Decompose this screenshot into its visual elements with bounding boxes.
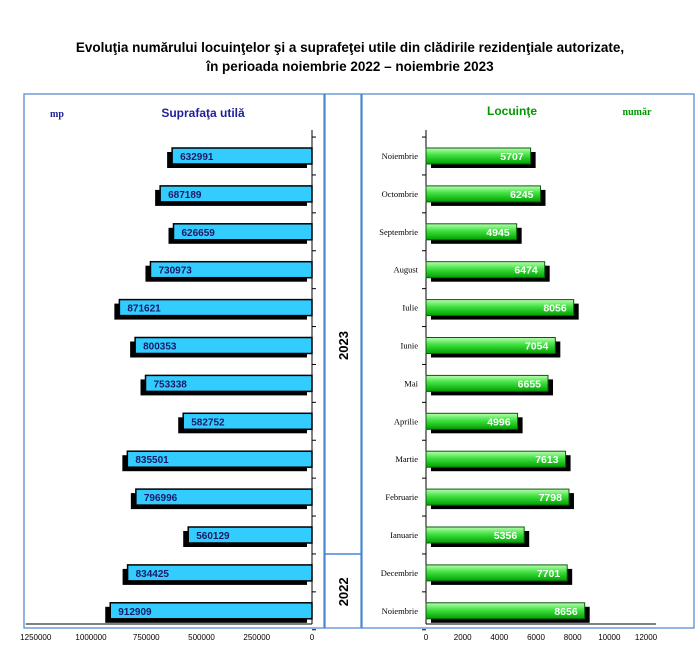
year-label: 2023 [336, 331, 351, 360]
area-panel-frame [23, 93, 325, 629]
area-bar [171, 147, 313, 165]
dwellings-category-label: Octombrie [382, 189, 419, 199]
dwellings-bar [425, 450, 567, 468]
dwellings-category-label: Noiembrie [382, 151, 419, 161]
dwellings-bar-value-label: 7054 [525, 341, 549, 353]
dwellings-category-label: Aprilie [394, 416, 418, 426]
dwellings-category-label: August [393, 265, 418, 275]
area-unit-label: mp [50, 109, 64, 120]
dwellings-bar-value-label: 7798 [539, 492, 563, 504]
dwellings-bar-value-label: 6474 [514, 265, 538, 277]
area-bar [144, 374, 313, 393]
area-bar-value-label: 626659 [182, 228, 216, 239]
dwellings-chart-panel: Locuinţe număr 0 2000 4000 6000 8000 10000 12000… [379, 104, 657, 642]
dwellings-category-label: Mai [404, 378, 418, 388]
dwellings-bar [425, 223, 518, 241]
area-bar [126, 564, 313, 582]
dwellings-bar [425, 564, 568, 582]
dwellings-category-label: Iunie [401, 341, 419, 351]
dwellings-category-label: Noiembrie [382, 606, 419, 616]
dwellings-bar [425, 374, 549, 392]
area-bar-value-label: 834425 [136, 569, 170, 580]
dwellings-bar [425, 412, 519, 430]
dwellings-bar [425, 337, 556, 354]
area-bar-value-label: 582752 [191, 417, 225, 428]
area-bar [126, 450, 313, 468]
area-bar-value-label: 632991 [180, 152, 214, 163]
dwellings-x-tick-label: 0 [424, 633, 429, 642]
dwellings-bar [425, 488, 570, 506]
dwellings-chart-title: Locuinţe [487, 104, 537, 118]
year-column: 2023 2022 [325, 331, 361, 606]
dwellings-category-label: Septembrie [379, 227, 418, 237]
dwellings-bar-value-label: 4996 [487, 416, 511, 428]
dwellings-bar-value-label: 8056 [543, 303, 567, 315]
year-panel-frame [324, 93, 362, 629]
area-bar-value-label: 871621 [127, 304, 161, 315]
dwellings-category-label: Februarie [385, 492, 418, 502]
area-bar [109, 602, 313, 620]
area-bar-value-label: 800353 [143, 342, 177, 353]
area-bar-value-label: 687189 [168, 190, 202, 201]
area-chart-panel: mp Suprafaţa utilă 1250000 1000000 750000 500… [20, 106, 316, 642]
dwellings-bar-value-label: 5356 [494, 530, 518, 542]
area-x-tick-label: 500000 [188, 633, 215, 642]
dwellings-bar [425, 147, 532, 165]
panel-frames [23, 93, 695, 629]
dwellings-bar [425, 185, 541, 203]
dwellings-bar-value-label: 7701 [537, 568, 561, 580]
dwellings-x-tick-label: 2000 [454, 633, 472, 642]
area-bar [159, 185, 313, 203]
dwellings-bar-value-label: 4945 [486, 227, 510, 239]
dwellings-bar-value-label: 7613 [535, 454, 559, 466]
dwellings-bar [425, 261, 546, 279]
dwellings-x-tick-label: 8000 [564, 633, 582, 642]
area-bar [118, 298, 313, 317]
area-bar-value-label: 730973 [158, 266, 192, 277]
chart-title: Evoluţia numărului locuinţelor şi a supr… [0, 38, 700, 76]
dwellings-x-tick-label: 6000 [527, 633, 545, 642]
area-bar-value-label: 796996 [144, 493, 178, 504]
area-bar-value-label: 835501 [135, 455, 169, 466]
area-x-tick-label: 1250000 [20, 633, 52, 642]
chart-title-line-1: Evoluţia numărului locuinţelor şi a supr… [75, 40, 625, 55]
year-label: 2022 [336, 577, 351, 606]
area-x-tick-label: 250000 [243, 633, 270, 642]
dwellings-x-tick-label: 12000 [635, 633, 658, 642]
dwellings-x-tick-label: 4000 [490, 633, 508, 642]
dwellings-category-label: Martie [395, 454, 418, 464]
area-bar [135, 488, 313, 506]
dwellings-bar [425, 602, 586, 620]
dwellings-bar [425, 526, 525, 544]
area-bar-value-label: 912909 [118, 607, 152, 618]
chart-title-line-2: în perioada noiembrie 2022 – noiembrie 2… [206, 59, 494, 74]
dwellings-panel-frame [361, 93, 695, 629]
area-bar [187, 526, 313, 544]
dwellings-bar [425, 299, 575, 317]
dwellings-category-label: Decembrie [381, 568, 419, 578]
dwellings-bar-value-label: 5707 [500, 151, 524, 163]
area-x-tick-label: 0 [310, 633, 315, 642]
area-bar [149, 260, 313, 279]
area-bar [134, 336, 313, 355]
area-bar-value-label: 560129 [196, 531, 230, 542]
area-chart-title: Suprafaţa utilă [161, 106, 245, 120]
area-bar [172, 223, 313, 241]
dwellings-unit-label: număr [623, 107, 652, 118]
dwellings-category-label: Ianuarie [390, 530, 418, 540]
dwellings-x-tick-label: 10000 [598, 633, 621, 642]
area-x-tick-label: 750000 [133, 633, 160, 642]
area-x-tick-label: 1000000 [75, 633, 107, 642]
area-bar [182, 412, 313, 431]
dwellings-bar-value-label: 6655 [518, 378, 542, 390]
dwellings-category-label: Iulie [402, 303, 418, 313]
dwellings-bar-value-label: 8656 [554, 606, 578, 618]
dwellings-bar-value-label: 6245 [510, 189, 534, 201]
area-bar-value-label: 753338 [154, 379, 188, 390]
